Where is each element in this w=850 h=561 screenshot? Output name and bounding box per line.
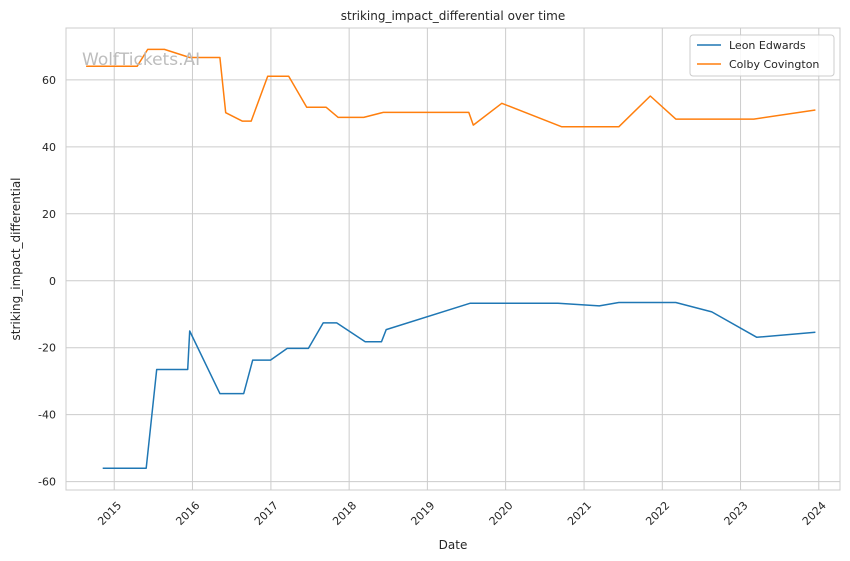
legend-label-colby-covington: Colby Covington — [729, 58, 819, 71]
series-line-leon-edwards — [102, 301, 816, 469]
y-tick-label: 0 — [49, 275, 56, 288]
series-layer — [86, 48, 816, 469]
x-axis-label: Date — [439, 538, 468, 552]
grid-lines — [66, 28, 840, 490]
legend-label-leon-edwards: Leon Edwards — [729, 39, 806, 52]
y-tick-label: 20 — [42, 208, 56, 221]
plot-area — [65, 27, 841, 491]
y-axis-ticks: -60 -40 -20 0 20 40 60 — [38, 74, 56, 489]
watermark-text: WolfTickets.AI — [82, 50, 200, 70]
chart-title: striking_impact_differential over time — [341, 9, 566, 23]
legend-box — [689, 34, 835, 77]
y-tick-label: -20 — [38, 342, 56, 355]
series-line-colby-covington — [86, 48, 816, 128]
y-tick-label: -60 — [38, 476, 56, 489]
y-tick-label: 60 — [42, 74, 56, 87]
legend: Leon Edwards Colby Covington — [689, 34, 835, 77]
y-tick-label: -40 — [38, 409, 56, 422]
y-tick-label: 40 — [42, 141, 56, 154]
y-axis-label: striking_impact_differential — [9, 177, 23, 340]
